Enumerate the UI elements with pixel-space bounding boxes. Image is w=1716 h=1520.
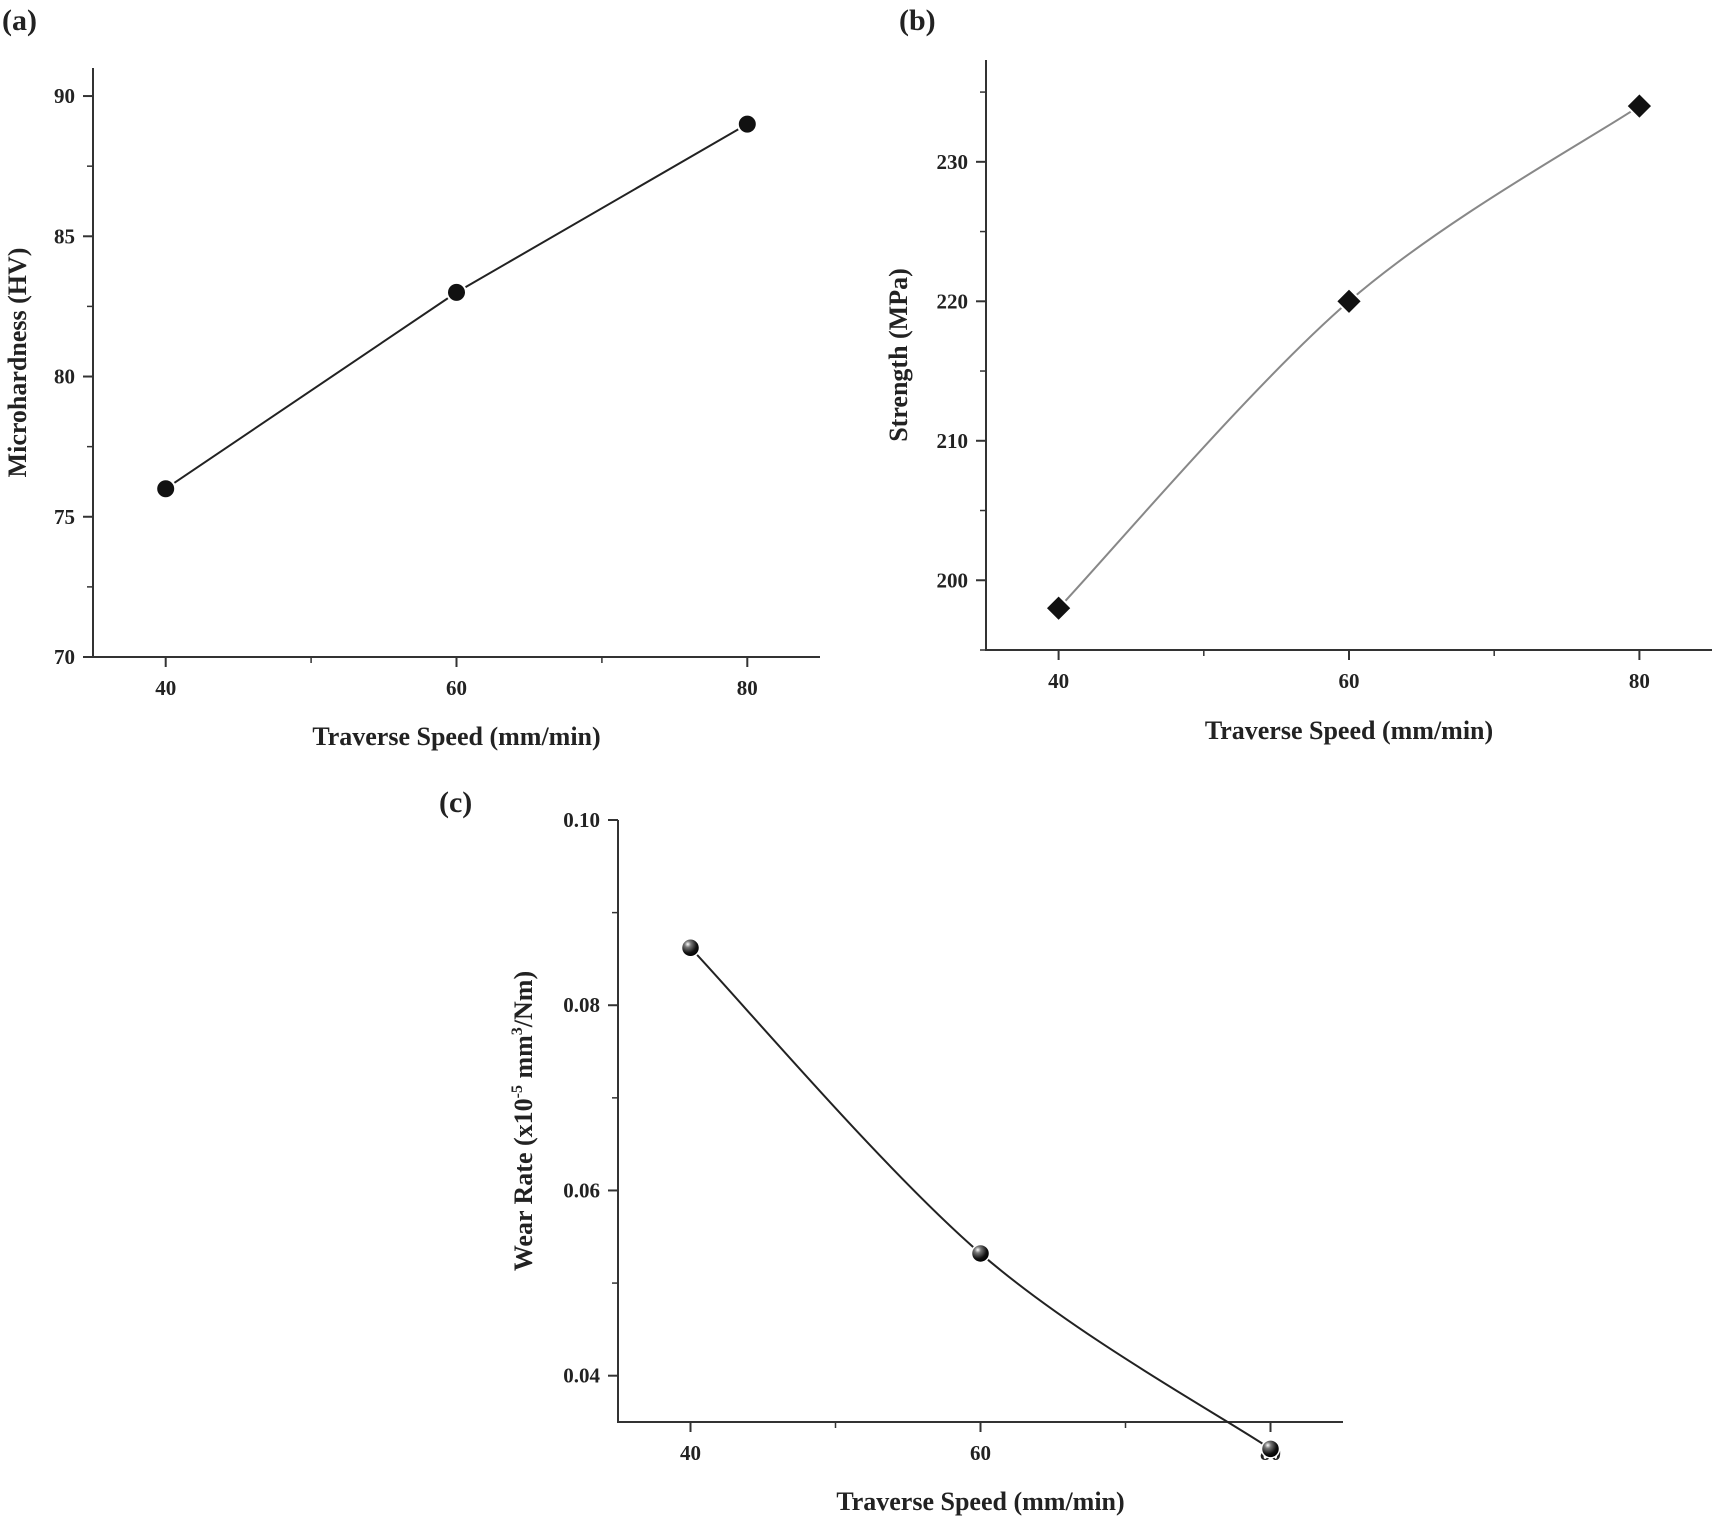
data-point [736, 113, 758, 135]
panel-label: (a) [2, 4, 37, 37]
y-tick-label: 90 [54, 84, 75, 108]
y-axis-label-superscript: -5 [509, 1085, 526, 1098]
x-tick-label: 80 [737, 676, 758, 700]
x-axis-label: Traverse Speed (mm/min) [836, 1487, 1124, 1516]
series-line [689, 947, 1272, 1450]
y-tick-label: 75 [54, 505, 75, 529]
data-point [1260, 1439, 1281, 1459]
y-axis-label: Wear Rate (x10-5 mm3/Nm) [509, 971, 538, 1271]
series-line [1057, 105, 1640, 609]
data-point [1624, 91, 1654, 121]
y-axis-label-superscript: 3 [509, 1027, 526, 1035]
data-point [446, 281, 467, 303]
y-tick-label: 80 [54, 365, 75, 389]
x-axis-label: Traverse Speed (mm/min) [1205, 716, 1493, 745]
panel-label: (c) [439, 786, 472, 819]
y-axis-label-part: /Nm) [509, 971, 538, 1028]
x-tick-label: 40 [1048, 669, 1069, 693]
data-point [1334, 286, 1364, 316]
y-axis-label: Strength (MPa) [884, 268, 913, 442]
y-tick-label: 85 [54, 224, 75, 248]
x-tick-label: 60 [446, 676, 467, 700]
panel-label: (b) [899, 4, 936, 37]
x-tick-label: 40 [680, 1441, 701, 1465]
y-axis-label: Microhardness (HV) [3, 248, 32, 478]
x-axis-label: Traverse Speed (mm/min) [312, 722, 600, 751]
data-point [1044, 593, 1074, 623]
y-axis-label-part: mm [509, 1035, 538, 1085]
data-point [680, 938, 701, 958]
chart-panel-a: (a) 40 60 80 70 75 80 85 90 Traverse Speed (mm/mi… [2, 4, 820, 751]
series-line [165, 123, 748, 490]
data-point [155, 478, 177, 500]
x-tick-label: 80 [1629, 669, 1650, 693]
data-point [970, 1243, 991, 1264]
y-tick-label: 230 [937, 150, 969, 174]
chart-panel-b: (b) 40 60 80 200 210 220 230 Traverse Speed (mm/… [884, 4, 1712, 745]
y-tick-label: 0.10 [563, 808, 600, 832]
y-tick-label: 0.06 [563, 1178, 600, 1202]
y-tick-label: 210 [937, 429, 969, 453]
x-tick-label: 60 [970, 1441, 991, 1465]
y-tick-label: 200 [937, 568, 969, 592]
y-tick-label: 0.08 [563, 993, 600, 1017]
x-tick-label: 40 [155, 676, 176, 700]
y-tick-label: 0.04 [563, 1364, 600, 1388]
y-tick-label: 70 [54, 645, 75, 669]
y-axis-label-part: Wear Rate (x10 [509, 1098, 538, 1271]
y-tick-label: 220 [937, 289, 969, 313]
x-tick-label: 60 [1339, 669, 1360, 693]
